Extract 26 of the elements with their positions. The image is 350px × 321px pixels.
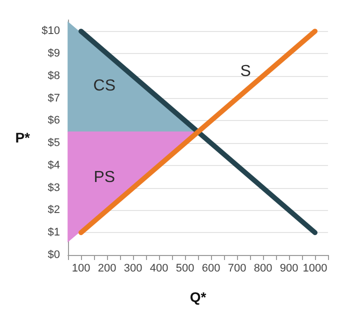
y-tick-label: $5	[48, 137, 60, 150]
x-tick-label: 100	[72, 262, 90, 274]
y-tick-label: $2	[48, 204, 60, 216]
y-tick-label: $8	[48, 70, 60, 82]
x-tick-label: 1000	[302, 262, 328, 274]
x-axis-title: Q*	[190, 289, 207, 305]
y-tick-label: $1	[48, 226, 60, 239]
y-tick-label: $7	[48, 92, 60, 104]
x-tick-label: 600	[202, 262, 220, 274]
x-tick-label: 400	[150, 262, 168, 274]
y-tick-label: $0	[48, 249, 60, 261]
y-tick-label: $3	[48, 182, 60, 194]
y-tick-label: $4	[48, 159, 60, 172]
series-label: PS	[94, 169, 116, 186]
y-tick-label: $10	[42, 25, 60, 38]
y-tick-label: $9	[48, 48, 60, 60]
y-tick-label: $6	[48, 114, 60, 127]
x-tick-label: 800	[254, 262, 272, 274]
series-label: CS	[93, 78, 116, 95]
x-tick-label: 900	[280, 262, 298, 274]
x-tick-label: 500	[176, 262, 194, 274]
y-axis-title: P*	[15, 130, 31, 146]
series-label: S	[240, 63, 251, 80]
x-tick-label: 300	[124, 262, 142, 274]
x-tick-label: 200	[98, 262, 116, 274]
x-tick-label: 700	[228, 262, 246, 274]
